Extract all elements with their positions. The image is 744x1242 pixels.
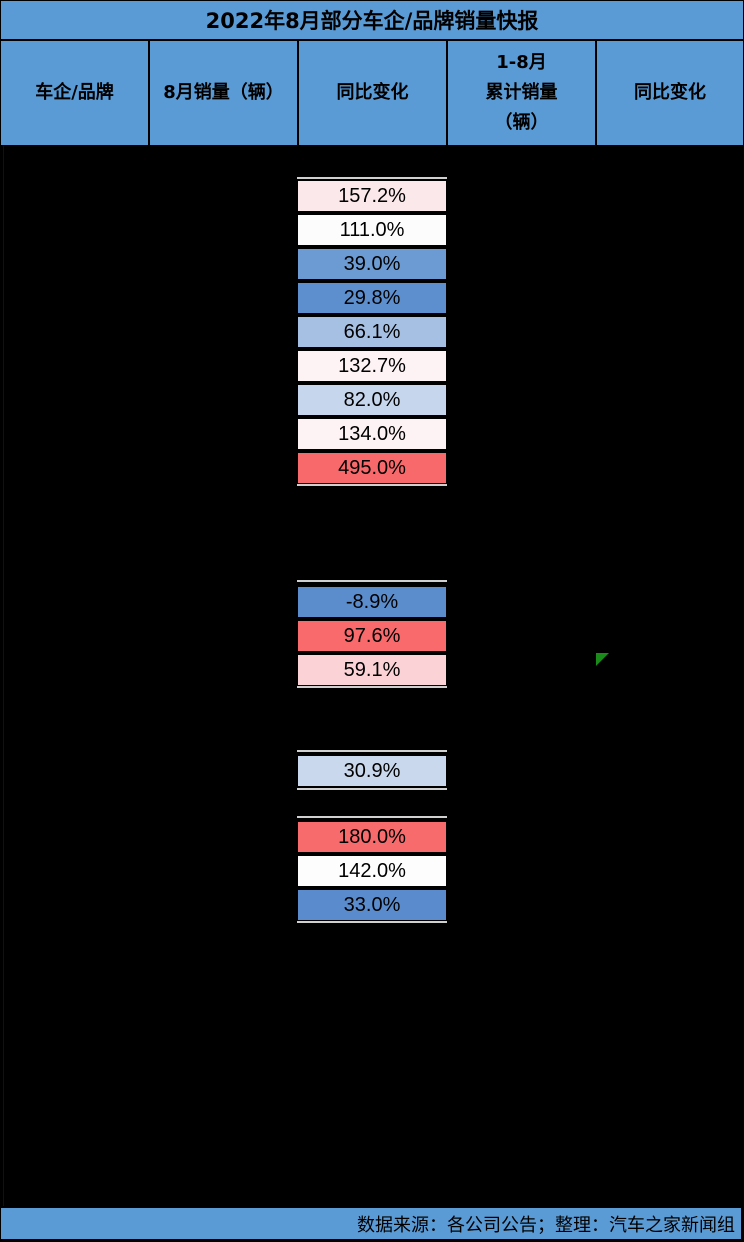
source-footer: 数据来源：各公司公告；整理：汽车之家新闻组 bbox=[0, 1207, 742, 1240]
header-august-sales: 8月销量（辆） bbox=[149, 40, 298, 146]
yoy-cell: 29.8% bbox=[297, 282, 447, 314]
table-header-row: 车企/品牌 8月销量（辆） 同比变化 1-8月 累计销量 （辆） 同比变化 bbox=[0, 40, 744, 146]
header-yoy-change: 同比变化 bbox=[298, 40, 447, 146]
yoy-cell: 66.1% bbox=[297, 316, 447, 348]
cell-edge bbox=[297, 686, 447, 688]
header-ytd-sales: 1-8月 累计销量 （辆） bbox=[447, 40, 596, 146]
yoy-cell: 59.1% bbox=[297, 654, 447, 686]
table-title: 2022年8月部分车企/品牌销量快报 bbox=[0, 0, 744, 40]
yoy-cell: 39.0% bbox=[297, 248, 447, 280]
yoy-cell: 97.6% bbox=[297, 620, 447, 652]
cell-edge bbox=[297, 750, 447, 752]
yoy-cell: 134.0% bbox=[297, 418, 447, 450]
cell-edge bbox=[297, 788, 447, 790]
cell-edge bbox=[297, 921, 447, 923]
yoy-cell: 132.7% bbox=[297, 350, 447, 382]
column-divider bbox=[3, 146, 4, 1206]
yoy-cell: 30.9% bbox=[297, 755, 447, 787]
yoy-cell: 33.0% bbox=[297, 889, 447, 921]
yoy-cell: 142.0% bbox=[297, 855, 447, 887]
cell-edge bbox=[297, 580, 447, 582]
cell-edge bbox=[297, 816, 447, 818]
cell-edge bbox=[297, 177, 447, 179]
yoy-cell: 111.0% bbox=[297, 214, 447, 246]
yoy-cell: 180.0% bbox=[297, 821, 447, 853]
cell-edge bbox=[297, 484, 447, 486]
header-company-brand: 车企/品牌 bbox=[0, 40, 149, 146]
green-triangle-marker bbox=[596, 653, 609, 666]
yoy-cell: 157.2% bbox=[297, 180, 447, 212]
header-ytd-yoy-change: 同比变化 bbox=[596, 40, 744, 146]
yoy-cell: 495.0% bbox=[297, 452, 447, 484]
yoy-cell: -8.9% bbox=[297, 586, 447, 618]
yoy-cell: 82.0% bbox=[297, 384, 447, 416]
